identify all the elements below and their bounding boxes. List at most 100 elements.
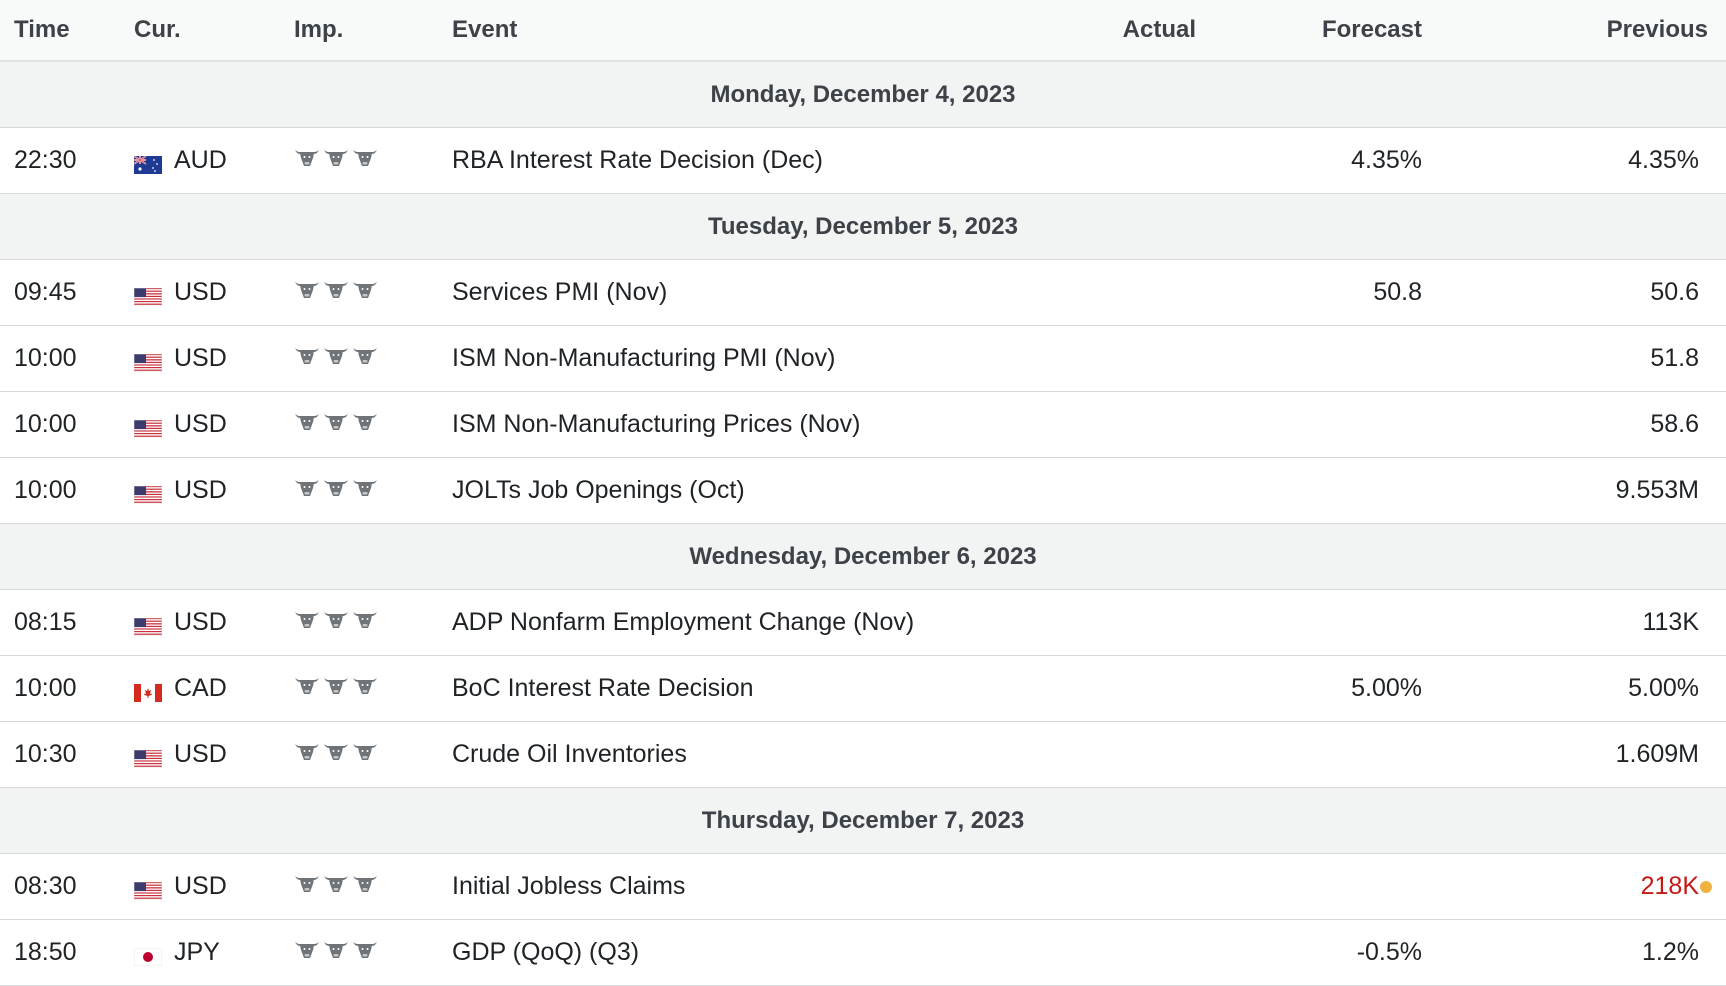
currency-wrap: USD (133, 476, 270, 505)
header-importance[interactable]: Imp. (270, 0, 428, 62)
importance-cell (270, 325, 428, 392)
bull-icon (323, 740, 349, 769)
event-time: 10:00 (0, 655, 120, 722)
event-row[interactable]: 08:15 USD ADP Nonfarm Employment Change (N… (0, 589, 1726, 656)
event-time: 10:00 (0, 325, 120, 392)
currency-code: AUD (174, 146, 227, 174)
bull-icon (294, 278, 320, 307)
header-previous[interactable]: Previous (1446, 0, 1726, 62)
us-flag-icon (133, 350, 163, 372)
event-previous: 51.8 (1650, 344, 1699, 372)
event-previous: 58.6 (1650, 410, 1699, 438)
event-forecast: 50.8 (1220, 259, 1446, 326)
event-time: 10:00 (0, 391, 120, 458)
event-name[interactable]: JOLTs Job Openings (Oct) (428, 457, 1070, 524)
currency-code: USD (174, 608, 227, 636)
importance-rating (294, 344, 428, 373)
importance-cell (270, 721, 428, 788)
bull-icon (294, 146, 320, 175)
currency-wrap: AUD (133, 146, 270, 175)
event-row[interactable]: 10:00 CAD BoC Interest Rate Decision 5.00% 5… (0, 655, 1726, 722)
event-row[interactable]: 10:30 USD Crude Oil Inventories 1.609M (0, 721, 1726, 788)
revision-dot-icon[interactable] (1700, 880, 1712, 893)
us-flag-icon (133, 878, 163, 900)
event-name[interactable]: Crude Oil Inventories (428, 721, 1070, 788)
us-flag-icon (133, 482, 163, 504)
event-forecast (1220, 589, 1446, 656)
event-name[interactable]: RBA Interest Rate Decision (Dec) (428, 127, 1070, 194)
header-time[interactable]: Time (0, 0, 120, 62)
event-actual (1070, 325, 1220, 392)
event-row[interactable]: 18:50 JPY GDP (QoQ) (Q3) -0.5% 1.2% (0, 919, 1726, 986)
bull-icon (352, 608, 378, 637)
event-time: 18:50 (0, 919, 120, 986)
event-row[interactable]: 08:30 USD Initial Jobless Claims 218K (0, 853, 1726, 920)
event-name[interactable]: GDP (QoQ) (Q3) (428, 919, 1070, 986)
event-currency-cell: AUD (120, 127, 270, 194)
event-actual (1070, 853, 1220, 920)
bull-icon (294, 410, 320, 439)
day-header-row: Wednesday, December 6, 2023 (0, 523, 1726, 590)
event-name[interactable]: BoC Interest Rate Decision (428, 655, 1070, 722)
event-row[interactable]: 09:45 USD Services PMI (Nov) 50.8 50.6 (0, 259, 1726, 326)
event-actual (1070, 259, 1220, 326)
event-row[interactable]: 22:30 AUD RBA Interest Rate Decision (Dec)… (0, 127, 1726, 194)
header-actual[interactable]: Actual (1070, 0, 1220, 62)
header-event[interactable]: Event (428, 0, 1070, 62)
day-header-row: Tuesday, December 5, 2023 (0, 193, 1726, 260)
bull-icon (352, 872, 378, 901)
event-previous: 1.609M (1615, 740, 1699, 768)
currency-code: USD (174, 476, 227, 504)
day-label: Thursday, December 7, 2023 (0, 787, 1726, 854)
bull-icon (323, 146, 349, 175)
event-name[interactable]: ISM Non-Manufacturing Prices (Nov) (428, 391, 1070, 458)
event-currency-cell: USD (120, 391, 270, 458)
header-currency[interactable]: Cur. (120, 0, 270, 62)
currency-wrap: USD (133, 344, 270, 373)
event-time: 22:30 (0, 127, 120, 194)
bull-icon (294, 872, 320, 901)
event-previous: 218K (1640, 872, 1699, 900)
bull-icon (294, 608, 320, 637)
importance-cell (270, 919, 428, 986)
importance-cell (270, 655, 428, 722)
currency-wrap: USD (133, 872, 270, 901)
day-header-row: Monday, December 4, 2023 (0, 61, 1726, 128)
event-row[interactable]: 10:00 USD JOLTs Job Openings (Oct) 9.553M (0, 457, 1726, 524)
event-row[interactable]: 10:00 USD ISM Non-Manufacturing Prices (No… (0, 391, 1726, 458)
bull-icon (352, 938, 378, 967)
bull-icon (323, 344, 349, 373)
bull-icon (352, 674, 378, 703)
header-row: Time Cur. Imp. Event Actual Forecast Pre… (0, 0, 1726, 62)
us-flag-icon (133, 416, 163, 438)
event-previous-cell: 1.609M (1446, 721, 1726, 788)
currency-wrap: USD (133, 410, 270, 439)
event-name[interactable]: Initial Jobless Claims (428, 853, 1070, 920)
event-forecast: 4.35% (1220, 127, 1446, 194)
event-row[interactable]: 10:00 USD ISM Non-Manufacturing PMI (Nov) 5… (0, 325, 1726, 392)
event-name[interactable]: ISM Non-Manufacturing PMI (Nov) (428, 325, 1070, 392)
bull-icon (323, 608, 349, 637)
event-name[interactable]: Services PMI (Nov) (428, 259, 1070, 326)
event-previous-cell: 4.35% (1446, 127, 1726, 194)
header-forecast[interactable]: Forecast (1220, 0, 1446, 62)
event-previous-cell: 1.2% (1446, 919, 1726, 986)
event-previous: 4.35% (1628, 146, 1699, 174)
event-previous: 50.6 (1650, 278, 1699, 306)
bull-icon (352, 146, 378, 175)
event-actual (1070, 721, 1220, 788)
bull-icon (294, 674, 320, 703)
currency-wrap: CAD (134, 674, 270, 703)
importance-rating (294, 278, 428, 307)
importance-rating (294, 872, 428, 901)
event-currency-cell: USD (120, 721, 270, 788)
event-actual (1070, 127, 1220, 194)
event-forecast: -0.5% (1220, 919, 1446, 986)
event-actual (1070, 457, 1220, 524)
day-label: Wednesday, December 6, 2023 (0, 523, 1726, 590)
event-name[interactable]: ADP Nonfarm Employment Change (Nov) (428, 589, 1070, 656)
event-previous-cell: 51.8 (1446, 325, 1726, 392)
bull-icon (323, 938, 349, 967)
importance-cell (270, 391, 428, 458)
